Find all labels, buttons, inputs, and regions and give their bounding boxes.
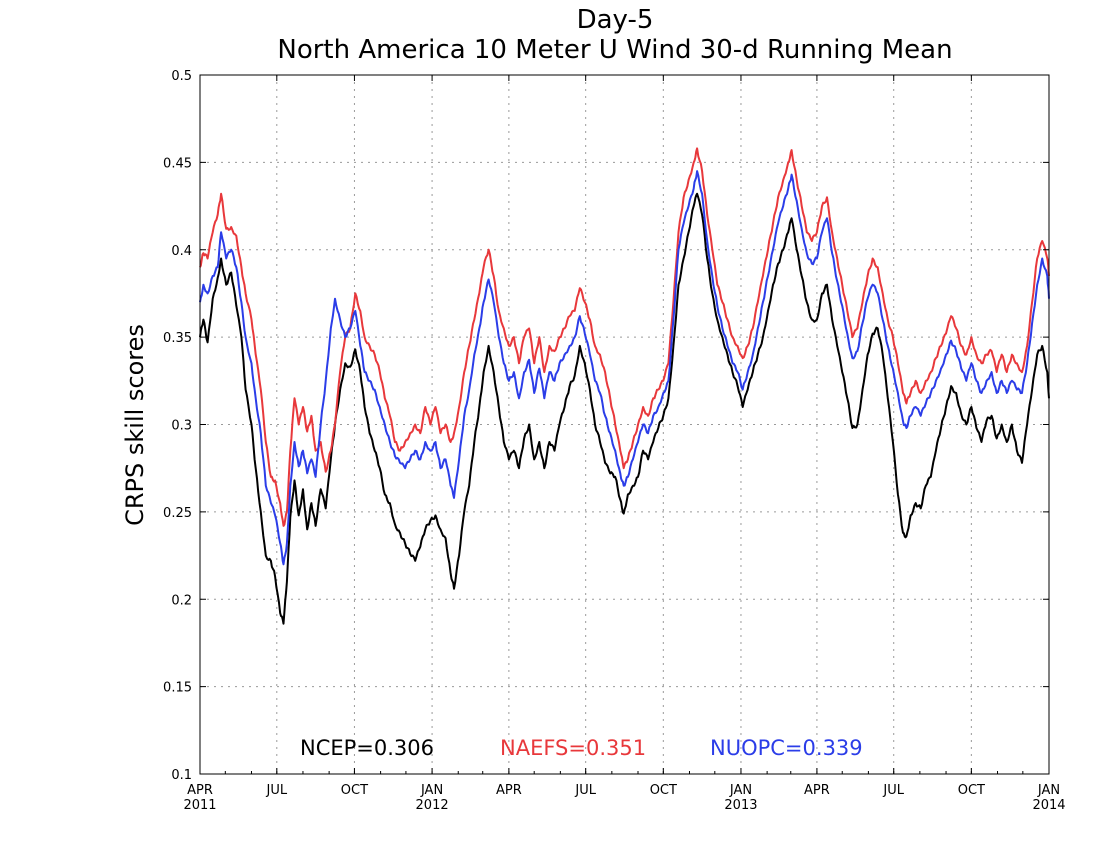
x-tick-label: JAN (729, 783, 752, 798)
axis-layer: 0.10.150.20.250.30.350.40.450.5APR2011JU… (163, 69, 1066, 813)
chart-subtitle: North America 10 Meter U Wind 30-d Runni… (277, 35, 952, 65)
series-layer (199, 147, 1050, 625)
x-tick-label: APR (804, 783, 830, 798)
y-tick-label: 0.25 (163, 506, 192, 521)
x-tick-year-label: 2011 (183, 798, 216, 813)
x-tick-label: APR (187, 783, 213, 798)
x-tick-label: JUL (574, 783, 596, 798)
x-tick-label: JUL (266, 783, 288, 798)
x-tick-label: JUL (882, 783, 904, 798)
x-tick-label: JAN (1037, 783, 1060, 798)
y-tick-label: 0.15 (163, 681, 192, 696)
legend-ncep: NCEP=0.306 (300, 736, 434, 760)
x-tick-label: OCT (958, 783, 985, 798)
chart-title: Day-5 (577, 5, 654, 35)
series-line-nuopc (199, 170, 1050, 566)
x-tick-label: OCT (341, 783, 368, 798)
x-tick-year-label: 2012 (416, 798, 449, 813)
y-tick-label: 0.35 (163, 331, 192, 346)
y-tick-label: 0.3 (171, 419, 192, 434)
x-tick-label: APR (496, 783, 522, 798)
x-tick-label: OCT (650, 783, 677, 798)
y-tick-label: 0.2 (171, 593, 192, 608)
series-line-ncep (199, 192, 1050, 625)
legend: NCEP=0.306 NAEFS=0.351 NUOPC=0.339 (300, 736, 863, 760)
y-axis-label: CRPS skill scores (121, 324, 149, 526)
x-tick-year-label: 2014 (1032, 798, 1065, 813)
y-tick-label: 0.5 (171, 69, 192, 84)
y-tick-label: 0.1 (171, 768, 192, 783)
y-tick-label: 0.45 (163, 156, 192, 171)
legend-nuopc: NUOPC=0.339 (710, 736, 863, 760)
x-tick-year-label: 2013 (724, 798, 757, 813)
y-tick-label: 0.4 (171, 244, 192, 259)
grid-layer (200, 75, 1049, 774)
series-line-naefs (199, 147, 1050, 527)
x-tick-label: JAN (420, 783, 443, 798)
legend-naefs: NAEFS=0.351 (500, 736, 646, 760)
